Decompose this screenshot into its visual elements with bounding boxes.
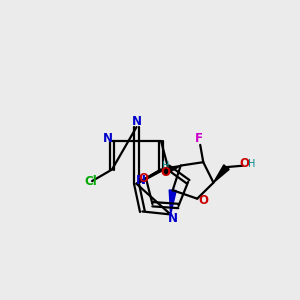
Polygon shape [169,190,176,214]
Text: O: O [138,172,148,185]
Text: O: O [198,194,208,206]
Text: H: H [162,160,169,171]
Polygon shape [214,165,229,183]
Text: H: H [248,159,255,169]
Text: F: F [195,133,203,146]
Text: N: N [168,212,178,225]
Polygon shape [163,166,181,175]
Text: N: N [103,132,113,145]
Text: O: O [239,157,249,170]
Text: N: N [136,174,146,187]
Text: N: N [131,115,142,128]
Text: O: O [160,166,170,178]
Text: Cl: Cl [84,175,97,188]
